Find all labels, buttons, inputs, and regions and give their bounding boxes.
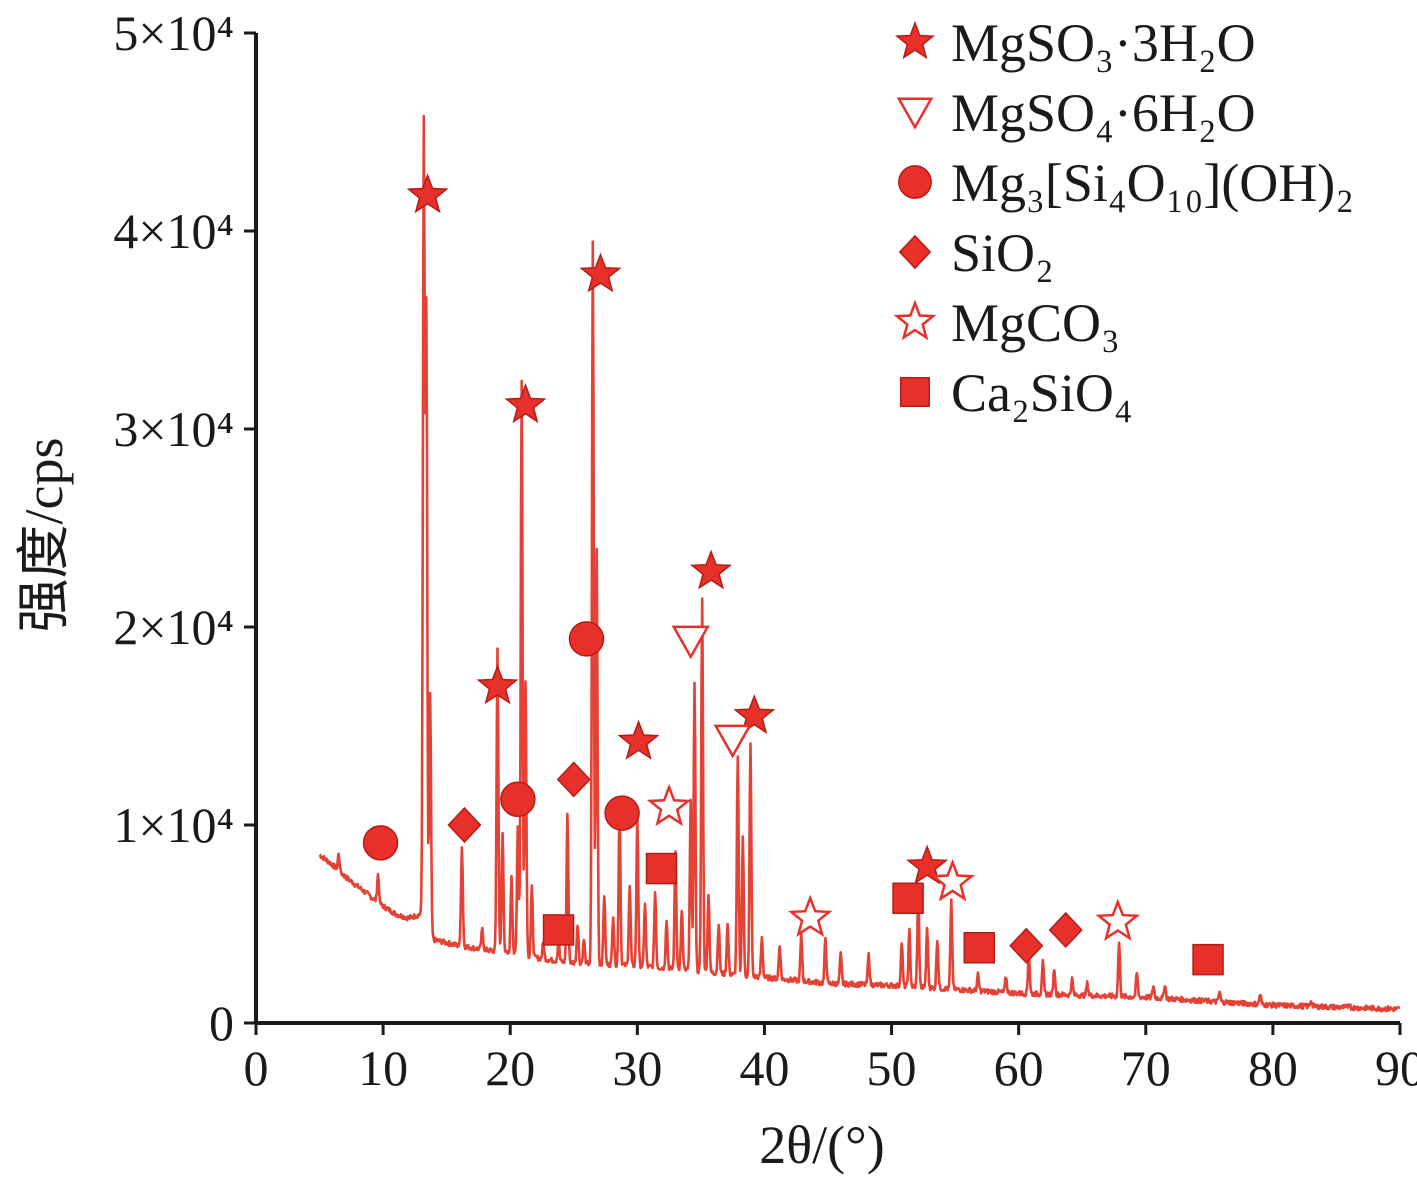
phase-marker-star-filled (579, 252, 622, 293)
phase-marker-square-filled (892, 882, 924, 915)
x-tick-label: 20 (485, 1040, 535, 1096)
phase-marker-star-filled (617, 719, 660, 760)
x-tick-label: 60 (994, 1040, 1044, 1096)
phase-marker-triangle-down-open (713, 724, 752, 759)
legend-marker-circle-filled (898, 165, 932, 199)
phase-marker-star-open (1095, 898, 1141, 942)
x-tick-label: 0 (244, 1040, 269, 1096)
x-tick-label: 50 (867, 1040, 917, 1096)
tick-labels: 0 10 20 30 40 50 60 70 80 90 0 1×10⁴ 2×10⁴ 3×10⁴ 4×10⁴… (113, 5, 1417, 1096)
phase-marker-star-filled (689, 549, 733, 590)
x-tick-label: 70 (1121, 1040, 1171, 1096)
phase-marker-star-open (930, 858, 975, 902)
phase-marker-star-filled (476, 664, 519, 705)
trace-group (318, 114, 1401, 1013)
phase-marker-diamond-filled (1009, 927, 1044, 964)
legend-label: MgSO₄·6H₂O (951, 83, 1256, 143)
phase-marker-diamond-filled (447, 806, 482, 844)
legend-label: SiO₂ (951, 223, 1054, 283)
legend-marker-triangle-down-open (896, 97, 934, 130)
x-axis-title: 2θ/(°) (759, 1115, 884, 1175)
phase-marker-star-filled (906, 844, 949, 885)
legend: MgSO₃·3H₂O MgSO₄·6H₂O Mg₃[Si₄O₁₀](OH)₂ SiO₂… (893, 13, 1354, 423)
phase-marker-star-open (787, 894, 833, 938)
y-tick-label: 4×10⁴ (113, 203, 234, 259)
xrd-trace (318, 114, 1401, 1013)
phase-marker-diamond-filled (556, 761, 591, 798)
phase-marker-circle-filled (500, 781, 536, 818)
x-tick-label: 30 (612, 1040, 662, 1096)
phase-marker-triangle-down-open (671, 625, 710, 660)
phase-marker-star-filled (733, 693, 776, 735)
legend-label: Ca₂SiO₄ (951, 363, 1133, 423)
phase-marker-circle-filled (362, 825, 399, 861)
legend-label: MgCO₃ (951, 293, 1120, 353)
phase-marker-star-filled (406, 173, 449, 214)
legend-label: MgSO₃·3H₂O (951, 13, 1256, 73)
phase-marker-square-filled (1192, 943, 1224, 976)
x-tick-label: 10 (358, 1040, 408, 1096)
axes (244, 31, 1402, 1035)
phase-marker-star-open (646, 783, 692, 827)
phase-marker-circle-filled (604, 795, 640, 831)
y-axis-title: 强度/cps (14, 438, 74, 633)
y-tick-label: 3×10⁴ (113, 401, 234, 457)
phase-marker-diamond-filled (1048, 911, 1083, 949)
legend-marker-square-filled (900, 377, 930, 407)
phase-marker-star-filled (504, 383, 547, 424)
phase-marker-circle-filled (568, 621, 605, 657)
phase-marker-square-filled (542, 914, 575, 946)
legend-marker-star-filled (894, 20, 936, 60)
phase-markers (362, 173, 1224, 976)
y-tick-label: 5×10⁴ (113, 5, 234, 61)
legend-marker-star-open (893, 299, 937, 341)
phase-marker-square-filled (645, 852, 678, 885)
legend-label: Mg₃[Si₄O₁₀](OH)₂ (951, 153, 1354, 213)
legend-marker-diamond-filled (898, 234, 932, 270)
y-tick-label: 1×10⁴ (113, 797, 234, 853)
y-tick-label: 2×10⁴ (113, 599, 234, 655)
x-tick-label: 40 (739, 1040, 789, 1096)
y-tick-label: 0 (209, 995, 234, 1051)
x-tick-label: 80 (1248, 1040, 1298, 1096)
phase-marker-square-filled (963, 932, 996, 964)
x-tick-label: 90 (1375, 1040, 1417, 1096)
